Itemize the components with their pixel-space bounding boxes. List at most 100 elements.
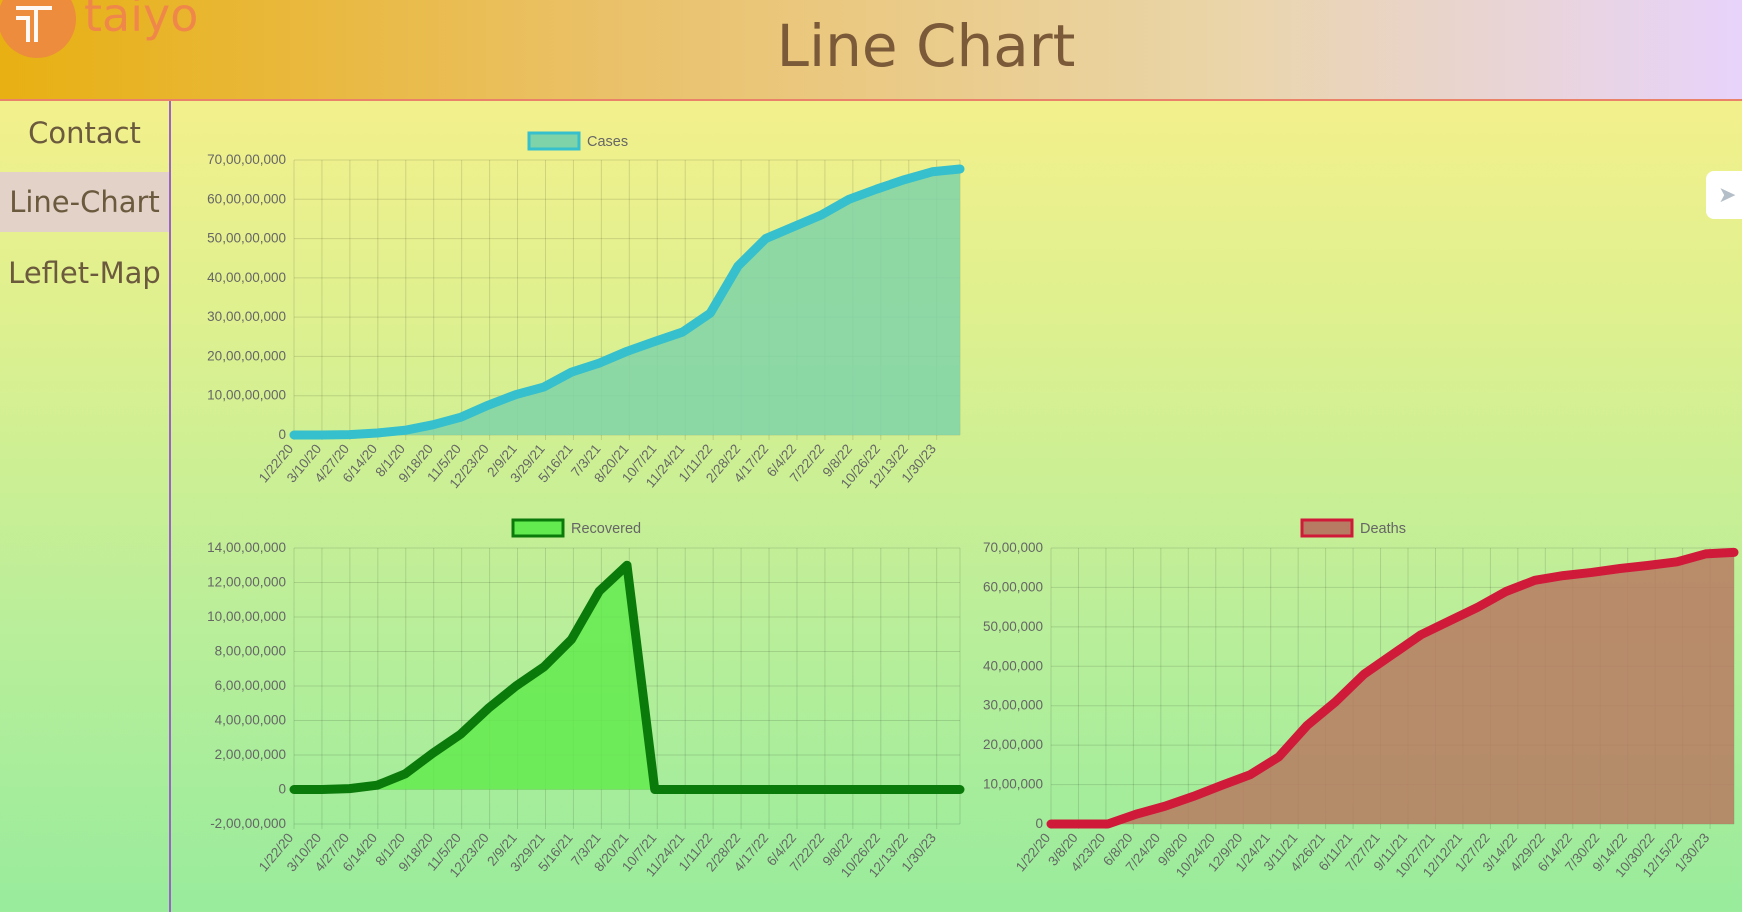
- data-point: [458, 732, 463, 737]
- deaths-chart: 0 10,00,000 20,00,000 30,00,000 40,00,000 50,…: [983, 518, 1739, 880]
- legend-swatch: [527, 131, 581, 151]
- data-point: [874, 187, 879, 192]
- y-tick-label: 20,00,00,000: [207, 348, 286, 363]
- data-point: [458, 415, 463, 420]
- data-point: [541, 665, 546, 670]
- taiyo-logo-icon[interactable]: [0, 0, 76, 58]
- data-point: [319, 787, 324, 792]
- sidebar-item-leflet-map[interactable]: Leflet-Map: [8, 256, 161, 290]
- data-point: [708, 787, 713, 792]
- data-point: [930, 787, 935, 792]
- data-point: [597, 361, 602, 366]
- data-point: [541, 385, 546, 390]
- data-point: [486, 403, 491, 408]
- data-point: [1219, 783, 1224, 788]
- y-tick-label: 50,00,00,000: [207, 231, 286, 246]
- series-area-recovered: [294, 565, 960, 790]
- y-tick-label: 30,00,00,000: [207, 309, 286, 324]
- data-point: [930, 169, 935, 174]
- data-point: [1333, 699, 1338, 704]
- data-point: [1362, 672, 1367, 677]
- data-point: [597, 589, 602, 594]
- data-point: [763, 787, 768, 792]
- data-point: [1191, 794, 1196, 799]
- y-tick-label: 12,00,00,000: [207, 575, 286, 590]
- data-point: [680, 330, 685, 335]
- data-point: [1675, 559, 1680, 564]
- cases-chart: 0 10,00,00,000 20,00,00,000 30,00,00,000 40,…: [207, 131, 965, 491]
- y-tick-label: 30,00,000: [983, 698, 1043, 713]
- data-point: [375, 783, 380, 788]
- data-point: [403, 771, 407, 776]
- data-point: [1561, 573, 1566, 578]
- data-point: [791, 787, 796, 792]
- series-area-cases: [294, 169, 960, 435]
- data-point: [1418, 632, 1423, 637]
- data-point: [1475, 605, 1480, 610]
- data-point: [791, 224, 796, 229]
- data-point: [403, 428, 407, 433]
- legend-label: Deaths: [1360, 521, 1406, 537]
- y-tick-label: 20,00,000: [983, 737, 1043, 752]
- y-tick-label: 70,00,00,000: [207, 152, 286, 167]
- y-tick-label: 10,00,000: [983, 777, 1043, 792]
- data-point: [1703, 551, 1708, 556]
- data-point: [1105, 822, 1110, 826]
- data-point: [652, 787, 657, 792]
- data-point: [1077, 822, 1082, 826]
- x-tick-label: 1/22/20: [1013, 830, 1053, 874]
- y-tick-label: 0: [278, 782, 286, 797]
- data-point: [292, 787, 296, 792]
- data-point: [1276, 754, 1281, 759]
- y-tick-label: 8,00,00,000: [215, 644, 286, 659]
- data-point: [763, 236, 768, 241]
- series-area-deaths: [1051, 552, 1734, 824]
- data-point: [347, 786, 352, 791]
- legend-swatch: [511, 518, 565, 538]
- data-point: [652, 339, 657, 344]
- data-point: [430, 422, 435, 427]
- y-tick-label: 2,00,00,000: [215, 747, 286, 762]
- data-point: [1447, 618, 1452, 623]
- data-point: [1732, 550, 1736, 555]
- data-point: [708, 311, 713, 316]
- data-point: [736, 787, 740, 792]
- legend-label: Recovered: [571, 521, 641, 537]
- sidebar-item-line-chart[interactable]: Line-Chart: [0, 172, 169, 232]
- y-tick-label: 50,00,000: [983, 619, 1043, 634]
- y-tick-label: 70,00,000: [983, 540, 1043, 555]
- data-point: [680, 787, 685, 792]
- data-point: [874, 787, 879, 792]
- data-point: [319, 433, 324, 437]
- data-point: [514, 684, 518, 688]
- data-point: [847, 787, 851, 792]
- data-point: [958, 167, 962, 172]
- data-point: [736, 264, 740, 269]
- data-point: [625, 349, 629, 354]
- data-point: [1589, 570, 1594, 575]
- data-point: [1049, 822, 1053, 826]
- y-tick-label: 60,00,00,000: [207, 191, 286, 206]
- data-point: [1532, 578, 1537, 583]
- flyout-tab[interactable]: ➤: [1706, 171, 1742, 219]
- y-tick-label: 10,00,00,000: [207, 609, 286, 624]
- y-tick-label: 4,00,00,000: [215, 713, 286, 728]
- data-point: [1162, 804, 1167, 809]
- y-tick-label: 40,00,00,000: [207, 270, 286, 285]
- data-point: [902, 787, 907, 792]
- data-point: [430, 751, 435, 756]
- legend-swatch: [1300, 518, 1354, 538]
- recovered-chart: -2,00,00,000 0 2,00,00,000 4,00,00,000 6,00,…: [207, 518, 965, 880]
- data-point: [819, 787, 824, 792]
- data-point: [625, 563, 629, 568]
- data-point: [1134, 812, 1139, 817]
- data-point: [514, 392, 518, 397]
- header: taiyō Line Chart: [0, 0, 1742, 101]
- sidebar-item-contact[interactable]: Contact: [28, 116, 141, 150]
- data-point: [375, 431, 380, 436]
- data-point: [819, 213, 824, 217]
- logo-text[interactable]: taiyō: [84, 0, 199, 42]
- data-point: [1504, 589, 1509, 594]
- y-tick-label: 0: [278, 427, 286, 442]
- data-point: [1646, 563, 1651, 568]
